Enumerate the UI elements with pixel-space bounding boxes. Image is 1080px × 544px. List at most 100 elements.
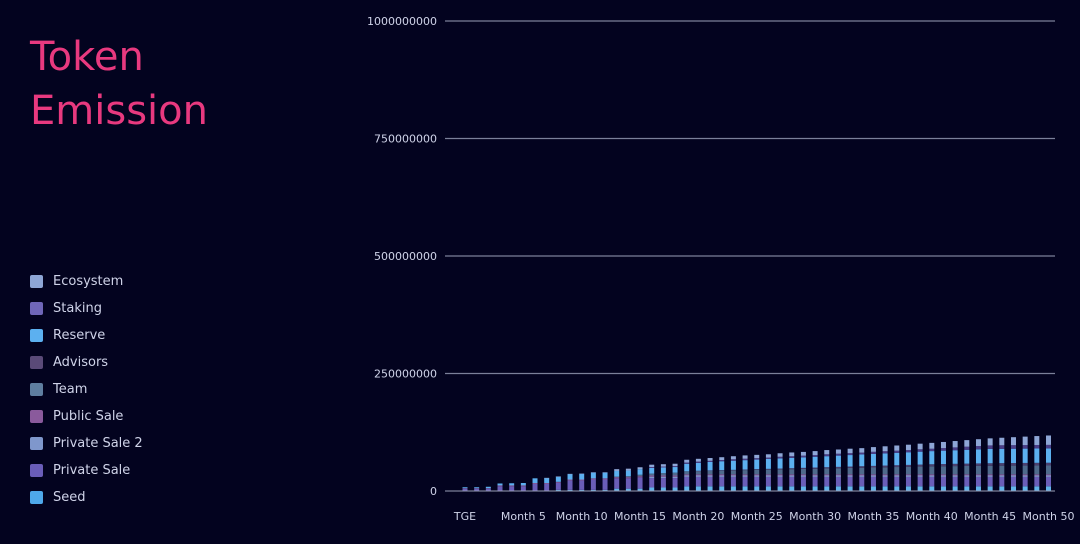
legend-item-reserve[interactable]: Reserve [30, 322, 143, 349]
bar-segment [754, 469, 760, 470]
bar-segment [905, 466, 911, 475]
bar-segment [812, 475, 818, 477]
bar-segment [975, 474, 981, 476]
bar-segment [555, 476, 561, 482]
bar-segment [1034, 448, 1040, 463]
bar-segment [719, 461, 725, 471]
legend-item-seed[interactable]: Seed [30, 484, 143, 511]
chart-title: Token Emission [30, 30, 208, 138]
bar-segment [1046, 444, 1051, 449]
bar-segment [859, 486, 865, 491]
bar-segment [800, 451, 806, 456]
bar-segment [870, 451, 876, 454]
bar-segment [975, 475, 981, 477]
bar-segment [590, 479, 596, 490]
bar-segment [590, 472, 596, 473]
bar-segment [917, 451, 923, 465]
x-tick-label: Month 20 [672, 510, 724, 523]
bar-segment [754, 486, 760, 491]
legend-item-public-sale[interactable]: Public Sale [30, 403, 143, 430]
bar-segment [485, 486, 491, 489]
legend-item-staking[interactable]: Staking [30, 295, 143, 322]
bar-segment [1046, 465, 1051, 475]
legend-item-ecosystem[interactable]: Ecosystem [30, 268, 143, 295]
bar-segment [497, 485, 503, 487]
x-tick-label: Month 40 [906, 510, 958, 523]
bar-segment [695, 475, 701, 477]
bar-segment [999, 437, 1005, 446]
bar-segment [999, 486, 1005, 491]
legend-item-team[interactable]: Team [30, 376, 143, 403]
bar-segment [940, 448, 946, 451]
bar-segment [964, 440, 970, 447]
bar-segment [929, 486, 935, 491]
legend-item-advisors[interactable]: Advisors [30, 349, 143, 376]
bar-segment [754, 454, 760, 459]
bar-segment [719, 470, 725, 475]
bar-segment [730, 475, 736, 477]
bar-segment [905, 474, 911, 476]
bar-segment [824, 476, 830, 487]
bar-segment [684, 474, 690, 476]
bar-segment [520, 483, 526, 486]
bar-segment [905, 476, 911, 487]
bar-segment [789, 474, 795, 476]
bar-segment [894, 467, 900, 475]
bar-segment [1034, 474, 1040, 476]
bar-segment [987, 475, 993, 477]
bar-segment [894, 475, 900, 477]
legend-swatch [30, 491, 43, 504]
bar-segment [1046, 486, 1051, 491]
bar-segment [824, 454, 830, 457]
bar-segment [824, 467, 830, 469]
bar-segment [777, 474, 783, 476]
bar-segment [532, 483, 538, 491]
bar-segment [509, 486, 515, 491]
bar-segment [870, 447, 876, 452]
bar-segment [789, 468, 795, 470]
bar-segment [474, 487, 480, 489]
bar-segment [789, 456, 795, 458]
bar-segment [555, 476, 561, 477]
bar-segment [859, 454, 865, 467]
bar-segment [940, 475, 946, 477]
legend-item-private-sale-2[interactable]: Private Sale 2 [30, 430, 143, 457]
bar-segment [824, 456, 830, 468]
bar-segment [695, 461, 701, 463]
bar-segment [870, 465, 876, 468]
legend-swatch [30, 437, 43, 450]
bar-segment [1010, 476, 1016, 487]
legend-swatch [30, 383, 43, 396]
bar-segment [847, 455, 853, 467]
bar-segment [800, 474, 806, 476]
bar-segment [1010, 486, 1016, 491]
bar-segment [719, 457, 725, 461]
bar-segment [894, 450, 900, 453]
bar-segment [637, 469, 643, 475]
bar-segment [789, 476, 795, 487]
bar-segment [789, 457, 795, 469]
bar-segment [462, 487, 468, 489]
bar-segment [975, 465, 981, 475]
bar-segment [719, 486, 725, 491]
bar-segment [730, 474, 736, 476]
bar-segment [1022, 436, 1028, 446]
bar-segment [765, 457, 771, 459]
bar-segment [835, 453, 841, 456]
bar-segment [789, 475, 795, 477]
bar-segment [765, 476, 771, 487]
bar-segment [905, 444, 911, 451]
bar-segment [1022, 465, 1028, 475]
bar-segment [789, 469, 795, 475]
bar-segment [812, 456, 818, 468]
bar-segment [1034, 475, 1040, 477]
bar-segment [987, 448, 993, 464]
bar-segment [485, 488, 491, 491]
legend-swatch [30, 329, 43, 342]
legend-item-private-sale[interactable]: Private Sale [30, 457, 143, 484]
legend-swatch [30, 410, 43, 423]
bar-segment [929, 466, 935, 475]
bar-segment [1010, 445, 1016, 449]
bar-segment [964, 463, 970, 466]
legend-swatch [30, 302, 43, 315]
